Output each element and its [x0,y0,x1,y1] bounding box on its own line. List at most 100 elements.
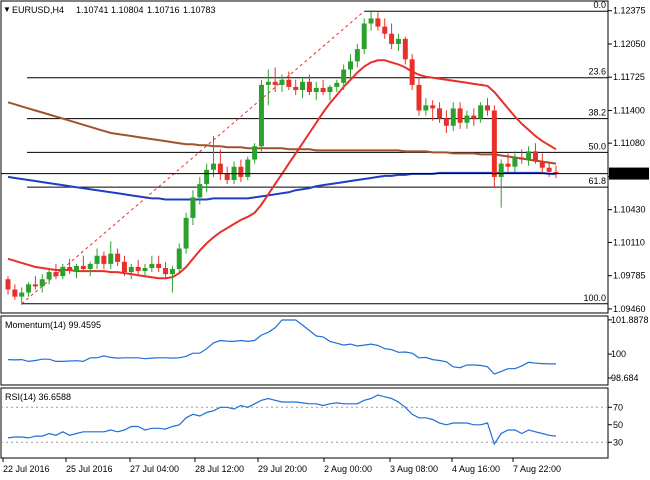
candle [101,251,107,270]
candle-body [320,87,326,93]
momentum-title: Momentum(14) 99.4595 [5,320,101,330]
candle [74,263,79,279]
candle-body [368,18,374,24]
candle-body [485,105,490,111]
candle-body [539,161,545,168]
candle-body [46,272,52,280]
candle [437,102,443,123]
candle [135,259,141,275]
candle [5,276,11,295]
candle-body [341,69,347,83]
candle-body [19,292,25,297]
candle-body [183,217,189,249]
rsi-line [7,394,557,446]
momentum-axis: 101.8878 100 98.684 [608,315,649,383]
candle [491,105,497,188]
candle-body [546,167,552,172]
candle [26,282,32,297]
candle-body [457,108,463,123]
candle-body [286,79,292,87]
candle [258,79,264,152]
ohlc-high: 1.10804 [111,5,144,15]
candle-body [128,266,134,273]
candle-body [163,267,169,275]
candle-body [416,84,422,111]
candle-body [197,184,203,198]
candle [423,98,429,116]
candle-body [101,255,107,264]
candle-body [53,272,59,277]
candle [163,261,169,280]
time-axis: 22 Jul 2016 25 Jul 2016 27 Jul 04:00 28 Jul… [2,458,561,474]
fib-label-23.6: 23.6 [588,67,606,77]
ma-brown-line [7,101,557,165]
momentum-tick-label: 100 [611,349,626,359]
candle-body [149,263,155,268]
candle-body [361,23,367,50]
candle-body [169,269,175,275]
candle [183,212,189,254]
candle-body [464,115,470,123]
candle-body [430,105,436,109]
candle-body [115,253,121,262]
candle [334,79,340,93]
candle-body [176,248,182,270]
time-tick-label: 27 Jul 04:00 [130,464,179,474]
candle-body [382,26,388,34]
ohlc-open: 1.10741 [76,5,109,15]
fib-label-61.8: 61.8 [588,176,606,186]
candle [204,163,210,193]
candle [39,274,45,293]
price-tick-label: 1.10430 [613,205,646,215]
time-tick-label: 22 Jul 2016 [3,464,50,474]
candle-body [348,61,353,70]
candle [361,18,367,55]
candle [156,255,162,273]
momentum-line [7,319,556,375]
candle [498,159,504,208]
candle [60,263,66,280]
candle [416,77,422,116]
candle [121,255,127,277]
candle [327,84,333,101]
candle-body [389,33,395,44]
candle-body [217,163,223,174]
candle-body [94,255,100,264]
candle [211,136,216,177]
candle-body [498,163,504,177]
price-tick-label: 1.11725 [613,72,645,82]
candle [313,81,319,101]
candle-body [512,157,518,167]
fib-label-50.0: 50.0 [588,141,606,151]
candle [546,161,552,177]
candle [94,248,100,270]
candle-body [156,263,162,268]
candle-body [532,151,538,162]
candle [526,146,532,166]
candle [354,43,360,68]
time-tick-label: 7 Aug 22:00 [513,464,561,474]
candle [464,110,470,129]
momentum-tick-label: 101.8878 [611,315,649,325]
candle-body [74,265,79,272]
candle [409,54,415,90]
candle [471,108,477,126]
candle-body [80,265,86,270]
candle [80,255,86,273]
candle-body [272,81,278,85]
candle-body [300,81,306,90]
symbol-timeframe: EURUSD,H4 [12,5,64,15]
rsi-panel: RSI(14) 36.6588 70 50 30 [0,387,623,459]
candle-body [39,279,45,287]
candle [457,102,463,129]
candle [348,54,353,78]
rsi-panel-frame [0,387,609,459]
rsi-tick-label: 30 [613,437,623,447]
candle [115,248,121,266]
candle-body [334,82,340,87]
candle-body [258,84,264,147]
candle [306,74,312,96]
candle-body [395,38,401,44]
candle-body [12,289,18,297]
candle-body [306,81,312,93]
